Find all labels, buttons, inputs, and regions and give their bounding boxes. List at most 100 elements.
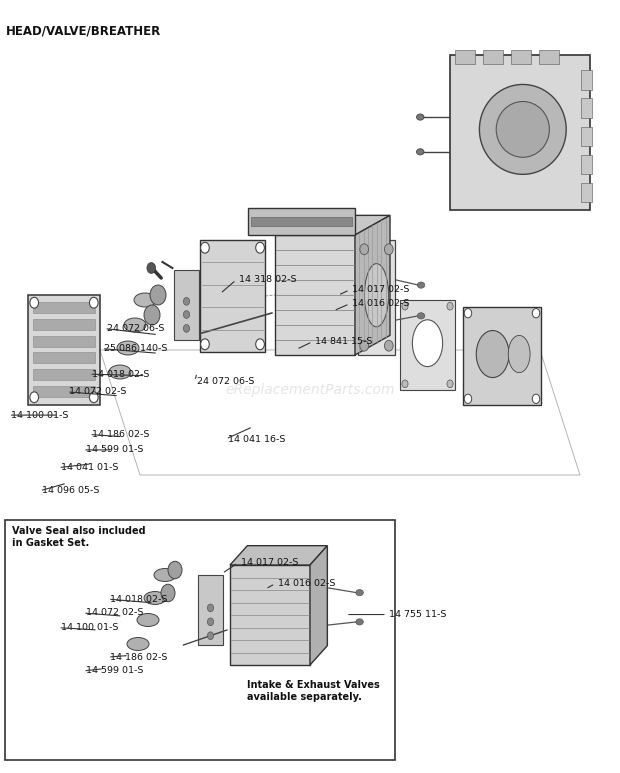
Text: 14 072 02-S: 14 072 02-S bbox=[86, 608, 143, 618]
Circle shape bbox=[201, 339, 210, 349]
Polygon shape bbox=[355, 216, 390, 355]
Text: Valve Seal also included
in Gasket Set.: Valve Seal also included in Gasket Set. bbox=[12, 526, 146, 548]
Text: 14 186 02-S: 14 186 02-S bbox=[92, 430, 149, 439]
Circle shape bbox=[533, 394, 540, 404]
Circle shape bbox=[184, 311, 190, 318]
Circle shape bbox=[208, 618, 214, 625]
Text: 14 072 02-S: 14 072 02-S bbox=[69, 387, 127, 397]
Circle shape bbox=[168, 561, 182, 579]
Polygon shape bbox=[275, 235, 355, 355]
Text: 25 086 140-S: 25 086 140-S bbox=[104, 344, 167, 353]
Circle shape bbox=[464, 308, 472, 318]
Text: 14 017 02-S: 14 017 02-S bbox=[241, 558, 298, 567]
Bar bbox=[455, 50, 475, 64]
Bar bbox=[230, 565, 310, 665]
Circle shape bbox=[360, 340, 368, 351]
Text: 14 755 11-S: 14 755 11-S bbox=[389, 610, 447, 619]
Ellipse shape bbox=[356, 619, 363, 625]
Bar bbox=[33, 352, 95, 363]
Circle shape bbox=[184, 325, 190, 332]
Ellipse shape bbox=[417, 282, 425, 288]
Ellipse shape bbox=[117, 341, 139, 355]
Bar bbox=[28, 295, 100, 405]
Text: 14 016 02-S: 14 016 02-S bbox=[352, 299, 410, 308]
Text: Intake & Exhaust Valves
available separately.: Intake & Exhaust Valves available separa… bbox=[247, 680, 379, 702]
Bar bbox=[400, 300, 455, 390]
Ellipse shape bbox=[109, 365, 131, 379]
Bar bbox=[33, 369, 95, 380]
Polygon shape bbox=[275, 216, 390, 235]
Circle shape bbox=[89, 298, 98, 308]
Bar bbox=[581, 127, 592, 146]
Circle shape bbox=[447, 302, 453, 310]
Text: 14 599 01-S: 14 599 01-S bbox=[86, 445, 143, 455]
Circle shape bbox=[384, 243, 393, 254]
Text: 14 100 01-S: 14 100 01-S bbox=[61, 623, 118, 632]
Bar bbox=[483, 50, 503, 64]
Bar bbox=[581, 98, 592, 117]
Circle shape bbox=[255, 339, 264, 349]
Text: 14 100 01-S: 14 100 01-S bbox=[11, 410, 69, 420]
Circle shape bbox=[402, 380, 408, 388]
Bar bbox=[581, 155, 592, 174]
Ellipse shape bbox=[412, 320, 443, 366]
Text: eReplacementParts.com: eReplacementParts.com bbox=[225, 383, 395, 397]
Bar bbox=[450, 55, 590, 210]
Circle shape bbox=[144, 305, 160, 325]
Ellipse shape bbox=[508, 335, 530, 373]
Bar bbox=[251, 217, 352, 226]
Circle shape bbox=[360, 243, 368, 254]
Text: 14 096 05-S: 14 096 05-S bbox=[42, 486, 100, 495]
Circle shape bbox=[30, 298, 38, 308]
Text: HEAD/VALVE/BREATHER: HEAD/VALVE/BREATHER bbox=[6, 25, 161, 38]
Ellipse shape bbox=[417, 148, 424, 155]
Ellipse shape bbox=[479, 84, 566, 175]
Bar bbox=[248, 208, 355, 235]
Ellipse shape bbox=[144, 591, 166, 604]
Circle shape bbox=[89, 392, 98, 403]
Bar bbox=[33, 301, 95, 312]
Bar bbox=[581, 183, 592, 203]
Text: 14 318 02-S: 14 318 02-S bbox=[239, 275, 296, 284]
Circle shape bbox=[150, 285, 166, 305]
Ellipse shape bbox=[496, 101, 549, 157]
Text: 14 599 01-S: 14 599 01-S bbox=[86, 666, 143, 676]
Bar bbox=[198, 575, 223, 645]
Polygon shape bbox=[310, 546, 327, 665]
Circle shape bbox=[464, 394, 472, 404]
Text: 24 072 06-S: 24 072 06-S bbox=[107, 324, 164, 333]
Ellipse shape bbox=[417, 313, 425, 319]
Polygon shape bbox=[230, 546, 327, 565]
Bar bbox=[358, 240, 395, 355]
Circle shape bbox=[201, 242, 210, 253]
Circle shape bbox=[161, 584, 175, 601]
Text: 14 186 02-S: 14 186 02-S bbox=[110, 652, 168, 662]
Circle shape bbox=[447, 380, 453, 388]
Bar bbox=[539, 50, 559, 64]
Bar bbox=[174, 270, 199, 340]
Ellipse shape bbox=[356, 590, 363, 596]
Bar bbox=[33, 318, 95, 329]
Circle shape bbox=[533, 308, 540, 318]
Bar bbox=[5, 520, 395, 760]
Circle shape bbox=[208, 632, 214, 639]
Bar bbox=[33, 335, 95, 346]
Ellipse shape bbox=[137, 614, 159, 626]
Ellipse shape bbox=[124, 318, 146, 332]
Ellipse shape bbox=[476, 331, 509, 377]
Ellipse shape bbox=[134, 293, 156, 307]
Circle shape bbox=[147, 263, 156, 274]
Circle shape bbox=[184, 298, 190, 305]
Ellipse shape bbox=[417, 114, 424, 120]
Bar bbox=[33, 386, 95, 397]
Ellipse shape bbox=[365, 264, 389, 327]
Bar bbox=[511, 50, 531, 64]
Circle shape bbox=[30, 392, 38, 403]
Bar bbox=[200, 240, 265, 352]
Circle shape bbox=[384, 340, 393, 351]
Circle shape bbox=[255, 242, 264, 253]
Text: 24 072 06-S: 24 072 06-S bbox=[197, 376, 255, 386]
Text: 14 041 01-S: 14 041 01-S bbox=[61, 463, 118, 472]
Text: 14 016 02-S: 14 016 02-S bbox=[278, 579, 335, 588]
Text: 14 041 16-S: 14 041 16-S bbox=[228, 434, 286, 444]
